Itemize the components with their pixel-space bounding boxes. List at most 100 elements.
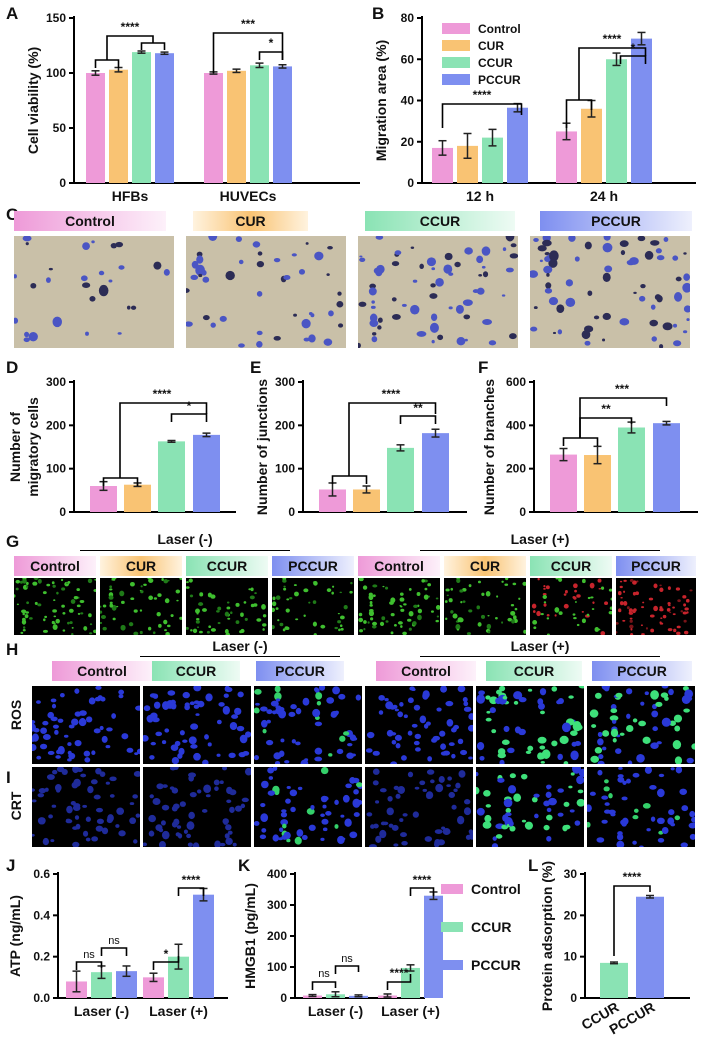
bar-control xyxy=(204,73,223,183)
bar-control xyxy=(550,454,577,512)
bar-pccur xyxy=(636,896,664,998)
cell-blob xyxy=(248,588,251,591)
cell-blob xyxy=(440,743,447,750)
y-tick-label: 300 xyxy=(46,375,66,389)
cell-blob xyxy=(485,717,492,722)
cell-blob xyxy=(88,697,96,705)
cell-blob xyxy=(373,823,379,829)
cell-blob xyxy=(110,242,118,249)
cell-blob xyxy=(626,713,631,719)
cell-blob xyxy=(261,719,268,728)
cell-blob xyxy=(377,325,382,330)
cell-blob xyxy=(78,718,87,727)
legend-label-ccur: CCUR xyxy=(471,919,511,935)
cell-blob xyxy=(551,686,558,692)
cell-blob xyxy=(42,591,47,595)
cell-blob xyxy=(100,610,103,614)
cell-blob xyxy=(503,725,510,733)
cell-blob xyxy=(369,319,379,327)
cell-blob xyxy=(417,608,423,614)
significance-label: ns xyxy=(341,953,353,965)
cell-blob xyxy=(40,727,47,734)
cell-blob xyxy=(603,236,611,241)
cell-blob xyxy=(85,837,91,842)
cell-blob xyxy=(436,707,442,712)
cell-blob xyxy=(368,844,377,847)
cell-blob xyxy=(298,268,306,275)
cell-blob xyxy=(119,590,125,597)
cell-blob xyxy=(355,694,362,701)
cell-blob xyxy=(437,334,444,341)
cell-blob xyxy=(563,593,567,596)
cell-blob xyxy=(201,269,207,276)
cell-blob xyxy=(238,343,245,348)
cell-blob xyxy=(531,603,537,609)
micrograph-c-pccur xyxy=(530,236,690,348)
cell-blob xyxy=(661,717,671,727)
cell-blob xyxy=(73,595,79,600)
y-axis-title: Number of branches xyxy=(481,379,497,515)
cell-blob xyxy=(377,317,383,323)
cell-blob xyxy=(632,815,639,820)
bar-pccur xyxy=(273,66,292,183)
x-tick-label: Laser (+) xyxy=(149,1003,208,1019)
cell-blob xyxy=(445,588,450,592)
bar-ccur xyxy=(606,59,627,183)
significance-bracket xyxy=(386,974,412,990)
y-tick-label: 80 xyxy=(401,11,415,25)
cell-blob xyxy=(314,687,319,692)
cell-blob xyxy=(338,628,341,632)
cell-blob xyxy=(610,708,618,714)
legend-swatch-pccur xyxy=(441,960,463,970)
cell-blob xyxy=(416,330,427,337)
cell-blob xyxy=(488,340,497,346)
bar-pccur xyxy=(631,38,652,183)
cell-blob xyxy=(226,601,230,604)
cell-blob xyxy=(286,838,291,843)
cell-blob xyxy=(546,784,552,789)
cell-blob xyxy=(135,705,140,711)
micrograph-g-7 xyxy=(530,578,612,635)
cell-blob xyxy=(133,771,140,777)
cell-blob xyxy=(497,777,505,783)
cell-blob xyxy=(394,250,402,256)
cell-blob xyxy=(243,601,247,604)
cell-blob xyxy=(619,732,625,736)
cell-blob xyxy=(478,273,483,277)
cell-blob xyxy=(164,629,167,632)
cell-blob xyxy=(308,824,316,831)
cell-blob xyxy=(429,322,439,333)
cell-blob xyxy=(202,276,210,283)
cell-blob xyxy=(673,714,683,723)
cell-blob xyxy=(399,597,405,602)
cell-blob xyxy=(308,311,313,316)
cell-blob xyxy=(672,613,676,616)
cell-blob xyxy=(400,625,403,628)
cell-blob xyxy=(496,595,499,598)
cell-blob xyxy=(82,830,89,837)
bar-ccur xyxy=(482,137,503,183)
cell-blob xyxy=(274,760,281,764)
legend-swatch-ccur xyxy=(441,922,463,932)
cell-blob xyxy=(267,790,275,796)
cell-blob xyxy=(495,617,498,620)
micrograph-crt-6 xyxy=(587,767,695,847)
cell-blob xyxy=(289,789,298,797)
cell-blob xyxy=(539,259,543,263)
cell-blob xyxy=(674,725,681,732)
cell-blob xyxy=(576,594,581,598)
cell-blob xyxy=(597,769,603,776)
cell-blob xyxy=(85,816,91,822)
cell-blob xyxy=(195,619,200,624)
cell-blob xyxy=(458,770,466,778)
cell-blob xyxy=(563,824,571,830)
cell-blob xyxy=(463,314,471,320)
cell-blob xyxy=(320,837,325,842)
cell-blob xyxy=(622,780,627,785)
cell-blob xyxy=(214,840,221,847)
cell-blob xyxy=(198,273,203,278)
cell-blob xyxy=(668,809,675,816)
significance-label: ** xyxy=(601,402,611,416)
cell-blob xyxy=(411,688,416,692)
cell-blob xyxy=(320,795,329,802)
